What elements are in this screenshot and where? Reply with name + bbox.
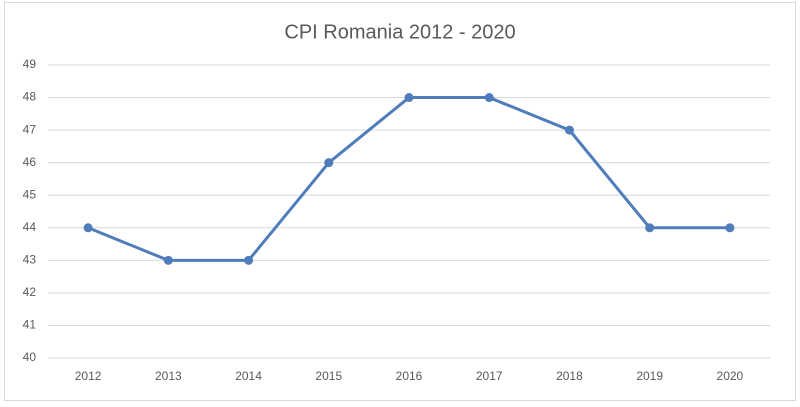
chart-border: [4, 2, 796, 401]
data-point: [324, 158, 334, 168]
x-tick-label: 2015: [315, 369, 342, 383]
y-tick-label: 47: [23, 122, 37, 136]
y-tick-label: 46: [23, 155, 37, 169]
x-tick-label: 2019: [636, 369, 663, 383]
data-point: [645, 223, 655, 233]
chart-title: CPI Romania 2012 - 2020: [284, 21, 515, 43]
data-point: [244, 255, 254, 265]
y-tick-label: 48: [23, 90, 37, 104]
x-tick-label: 2012: [75, 369, 102, 383]
y-tick-label: 49: [23, 57, 37, 71]
data-point: [163, 255, 173, 265]
x-tick-label: 2013: [155, 369, 182, 383]
y-tick-label: 42: [23, 285, 37, 299]
y-tick-label: 44: [23, 220, 37, 234]
x-tick-label: 2018: [556, 369, 583, 383]
y-tick-label: 45: [23, 187, 37, 201]
y-tick-label: 43: [23, 253, 37, 267]
data-point: [404, 93, 414, 103]
x-tick-label: 2014: [235, 369, 262, 383]
y-tick-label: 40: [23, 350, 37, 364]
x-tick-label: 2017: [476, 369, 503, 383]
x-tick-label: 2020: [717, 369, 744, 383]
data-point: [564, 125, 574, 135]
data-point: [725, 223, 735, 233]
y-tick-label: 41: [23, 318, 37, 332]
data-point: [83, 223, 93, 233]
data-point: [484, 93, 494, 103]
x-tick-label: 2016: [396, 369, 423, 383]
